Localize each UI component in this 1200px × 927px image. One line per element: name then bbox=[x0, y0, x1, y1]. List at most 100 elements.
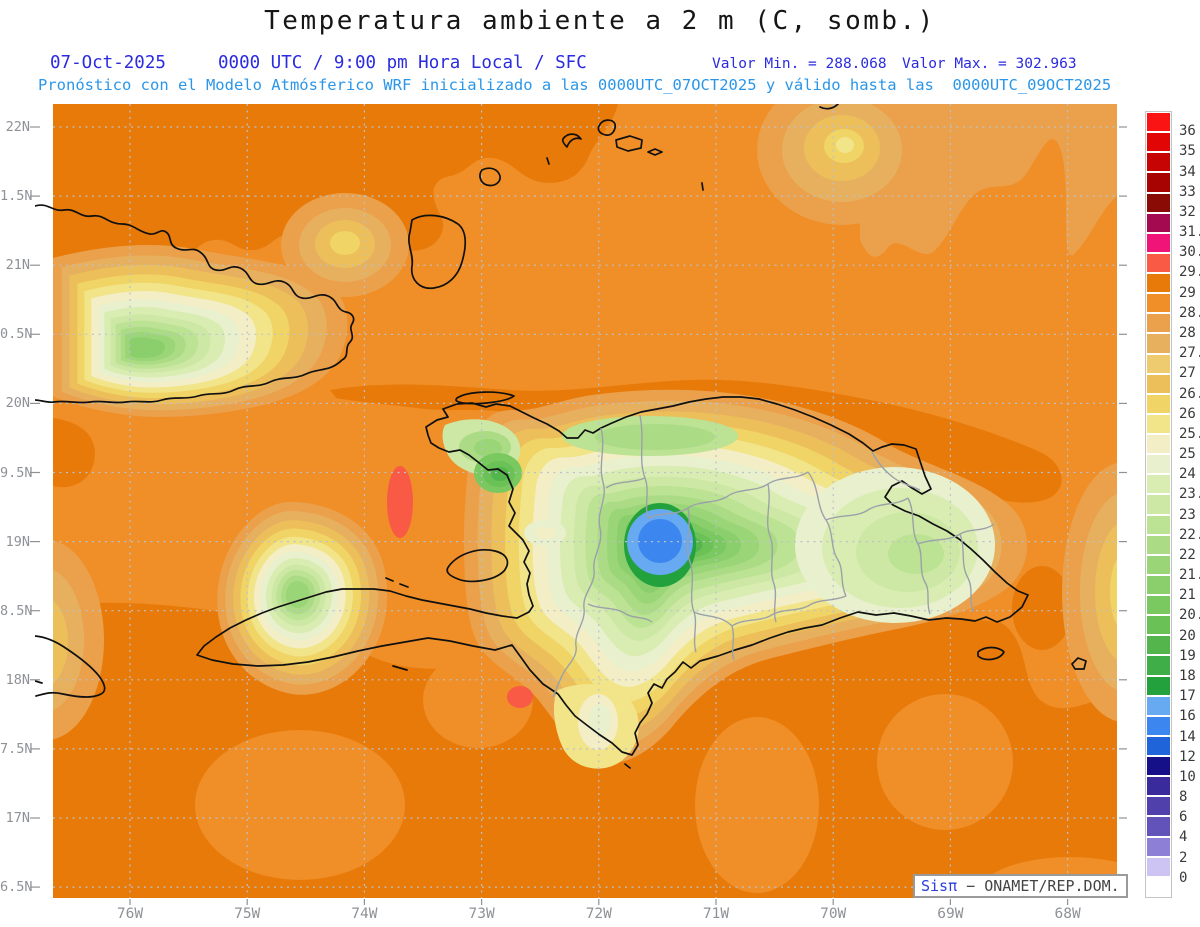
colorbar-swatch bbox=[1147, 314, 1170, 333]
colorbar-tick-label: 35 bbox=[1179, 143, 1196, 160]
island-tortuga bbox=[455, 391, 515, 405]
colorbar-swatch bbox=[1147, 193, 1170, 212]
model-init-line: Pronóstico con el Modelo Atmósferico WRF… bbox=[38, 76, 1112, 94]
colorbar-swatch bbox=[1147, 837, 1170, 856]
coast-cuba bbox=[35, 204, 355, 404]
colorbar-tick-label: 6 bbox=[1179, 809, 1188, 826]
colorbar-tick-label: 10 bbox=[1179, 768, 1196, 785]
colorbar-tick-label: 27.5 bbox=[1179, 345, 1200, 362]
domain-edge-blank bbox=[35, 104, 53, 898]
colorbar-swatch bbox=[1147, 274, 1170, 293]
colorbar-swatch bbox=[1147, 616, 1170, 635]
colorbar-swatch bbox=[1147, 696, 1170, 715]
colorbar-swatch bbox=[1147, 495, 1170, 514]
value-min-label: Valor Min. = 288.068 bbox=[712, 56, 887, 72]
colorbar-tick-label: 27 bbox=[1179, 365, 1196, 382]
admin-borders bbox=[552, 414, 995, 698]
colorbar-tick-label: 20 bbox=[1179, 627, 1196, 644]
colorbar-swatch bbox=[1147, 596, 1170, 615]
colorbar-swatch bbox=[1147, 656, 1170, 675]
colorbar-tick-label: 17 bbox=[1179, 688, 1196, 705]
sispi-logo: Sisπ bbox=[921, 877, 958, 895]
colorbar-swatch bbox=[1147, 233, 1170, 252]
colorbar-tick-label: 4 bbox=[1179, 829, 1188, 846]
lat-label: 8.5N bbox=[0, 602, 33, 619]
colorbar-tick-label: 21 bbox=[1179, 587, 1196, 604]
colorbar-tick-label: 32 bbox=[1179, 203, 1196, 220]
tan-sea-blobs bbox=[35, 104, 1117, 740]
colorbar-swatch bbox=[1147, 334, 1170, 353]
colorbar-swatch bbox=[1147, 757, 1170, 776]
colorbar-tick-label: 19 bbox=[1179, 647, 1196, 664]
colorbar-swatch bbox=[1147, 515, 1170, 534]
value-max-label: Valor Max. = 302.963 bbox=[902, 56, 1077, 72]
cold-core bbox=[627, 509, 693, 575]
islands-turks-caicos bbox=[546, 104, 839, 191]
colorbar-tick-label: 8 bbox=[1179, 789, 1188, 806]
colorbar-tick-label: 23 bbox=[1179, 506, 1196, 523]
lon-label: 72W bbox=[585, 906, 612, 922]
cool-region-cuba bbox=[53, 244, 348, 417]
attribution-text: − ONAMET/REP.DOM. bbox=[957, 877, 1120, 895]
lat-label: 21N bbox=[5, 257, 30, 274]
colorbar-swatch bbox=[1147, 797, 1170, 816]
coastlines bbox=[35, 104, 1087, 769]
contour-ring bbox=[285, 581, 310, 609]
island-little-inagua bbox=[479, 167, 501, 187]
lat-label: 7.5N bbox=[0, 740, 33, 757]
valid-time: 0000 UTC / 9:00 pm Hora Local / SFC bbox=[218, 53, 587, 73]
axis-ticks bbox=[30, 126, 1127, 905]
colorbar-swatch bbox=[1147, 253, 1170, 272]
colorbar-tick-label: 20.5 bbox=[1179, 607, 1200, 624]
colorbar-tick-label: 22 bbox=[1179, 546, 1196, 563]
colorbar-tick-label: 2 bbox=[1179, 849, 1188, 866]
colorbar-tick-label: 28.5 bbox=[1179, 304, 1200, 321]
hot-spots bbox=[387, 466, 533, 708]
lon-label: 71W bbox=[702, 906, 730, 922]
lat-label: 19N bbox=[5, 533, 30, 550]
contour-ring bbox=[129, 337, 165, 359]
colorbar-tick-label: 18 bbox=[1179, 668, 1196, 685]
colorbar-swatch bbox=[1147, 475, 1170, 494]
colorbar-tick-label: 25.5 bbox=[1179, 425, 1200, 442]
lat-label: 20N bbox=[5, 395, 30, 412]
colorbar-swatch bbox=[1147, 374, 1170, 393]
lat-label: 1.5N bbox=[0, 188, 33, 205]
colorbar-swatch bbox=[1147, 394, 1170, 413]
colorbar-tick-label: 0 bbox=[1179, 869, 1188, 886]
colorbar-swatch bbox=[1147, 716, 1170, 735]
island-gonave bbox=[446, 549, 509, 583]
colorbar-swatch bbox=[1147, 676, 1170, 695]
colorbar-swatch bbox=[1147, 535, 1170, 554]
coast-jamaica bbox=[35, 635, 106, 698]
colorbar-swatch bbox=[1147, 294, 1170, 313]
lat-label: 22N bbox=[5, 119, 30, 135]
colorbar-swatch bbox=[1147, 575, 1170, 594]
colorbar-swatch bbox=[1147, 817, 1170, 836]
colorbar-swatch bbox=[1147, 354, 1170, 373]
lat-label: 17N bbox=[5, 810, 30, 826]
lon-label: 69W bbox=[937, 906, 964, 922]
colorbar-swatch bbox=[1147, 877, 1170, 896]
colorbar-tick-label: 26 bbox=[1179, 405, 1196, 422]
colorbar-swatch bbox=[1147, 736, 1170, 755]
lat-label: 18N bbox=[5, 671, 30, 688]
colorbar-swatch bbox=[1147, 777, 1170, 796]
lon-label: 68W bbox=[1054, 906, 1081, 922]
island-great-inagua bbox=[408, 214, 467, 290]
colorbar-tick-label: 36 bbox=[1179, 123, 1196, 140]
islets-south bbox=[385, 577, 1087, 769]
temperature-colorbar bbox=[1145, 111, 1172, 898]
graticule bbox=[53, 104, 1117, 898]
colorbar-swatch bbox=[1147, 435, 1170, 454]
colorbar-tick-label: 28 bbox=[1179, 324, 1196, 341]
forecast-date: 07-Oct-2025 bbox=[50, 53, 166, 73]
lon-label: 74W bbox=[351, 906, 378, 922]
lat-label: 6.5N bbox=[0, 879, 33, 896]
coast-hispaniola bbox=[196, 396, 1029, 756]
lon-label: 75W bbox=[234, 906, 261, 922]
colorbar-tick-label: 23.5 bbox=[1179, 486, 1200, 503]
lon-label: 73W bbox=[468, 906, 495, 922]
colorbar-tick-label: 24 bbox=[1179, 466, 1196, 483]
